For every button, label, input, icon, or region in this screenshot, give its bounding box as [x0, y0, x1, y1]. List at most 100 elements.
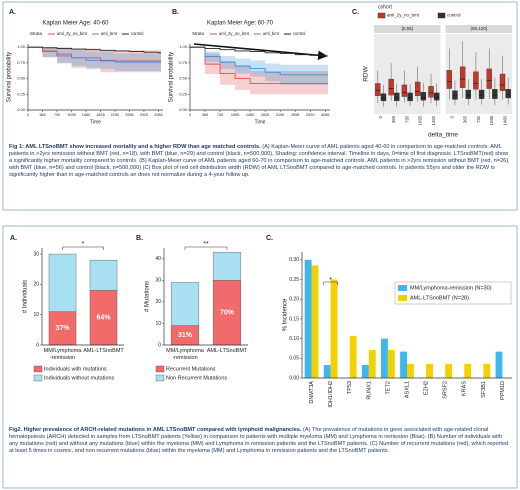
x-tick-label: 0 — [449, 115, 454, 118]
x-tick-label: 2190 — [111, 113, 119, 117]
box-body — [394, 92, 400, 102]
bar-segment — [89, 290, 118, 346]
confidence-band — [190, 47, 328, 85]
survival-curve — [28, 46, 161, 54]
panel-label: A. — [9, 9, 16, 16]
x-tick-label: 1825 — [261, 113, 269, 117]
significance-label: * — [329, 277, 332, 284]
x-axis-label: delta_time — [428, 132, 458, 139]
x-tick-label: AML-LTSnoBMT — [206, 348, 248, 354]
significance-label: * — [82, 241, 85, 248]
x-tick-label: 1460 — [431, 115, 436, 125]
bar — [426, 363, 433, 378]
panel-label: B. — [136, 235, 143, 242]
y-tick-label: 10 — [155, 321, 161, 327]
bar-segment — [212, 252, 242, 281]
box-body — [446, 70, 452, 89]
facet-label: (55,120] — [470, 26, 487, 31]
y-tick-label: 30 — [33, 251, 39, 257]
box-body — [505, 89, 511, 99]
x-tick-label: TET2 — [385, 381, 391, 394]
y-tick-label: 1.00 — [17, 44, 26, 49]
legend-label: Non Recurrent Mutations — [166, 375, 227, 381]
significance-label: ** — [203, 241, 209, 248]
legend-title: cohort — [378, 4, 393, 10]
box-body — [465, 89, 471, 99]
y-tick-label: 0.25 — [17, 91, 26, 96]
x-tick-label: ASXL1 — [404, 381, 410, 398]
bar — [304, 259, 312, 378]
x-tick-label: 365 — [463, 115, 468, 123]
confidence-band — [28, 47, 161, 73]
y-tick-label: 0.10 — [289, 336, 299, 342]
box-body — [486, 68, 492, 89]
panel-label: A. — [10, 235, 17, 242]
x-tick-label: TP53 — [347, 381, 353, 394]
legend-box — [394, 281, 512, 305]
y-axis-label: RDW — [363, 65, 370, 81]
x-tick-label: 0 — [189, 113, 191, 117]
bar-segment — [48, 253, 77, 312]
x-axis-label: Time — [255, 119, 266, 125]
y-axis-label: # Individuals — [23, 280, 29, 313]
y-tick-label: 20 — [155, 299, 161, 305]
y-axis-label: # Mutations — [145, 281, 151, 312]
box-body — [401, 84, 408, 97]
x-tick-label: PPM1D — [500, 381, 506, 400]
box-body — [459, 66, 466, 88]
x-tick-label: 730 — [217, 113, 223, 117]
y-axis-label: % Incidence — [283, 298, 289, 331]
trend-arrow — [193, 43, 328, 61]
confidence-band — [28, 47, 161, 72]
legend-swatch — [398, 295, 407, 301]
survival-curve — [190, 46, 328, 85]
bar — [311, 265, 319, 378]
caption-title: Fig 1: AML LTSnoBMT show increased morta… — [9, 144, 261, 150]
x-tick-label: 2555 — [125, 113, 133, 117]
x-tick-label: SRSF2 — [443, 381, 449, 399]
x-tick-label: 0 — [27, 113, 29, 117]
x-tick-label: IDH1/IDH2 — [328, 381, 334, 408]
legend-swatch — [437, 12, 446, 19]
y-tick-label: 0 — [158, 342, 161, 348]
x-tick-label: 365 — [391, 115, 396, 123]
x-tick-label: EZH2 — [424, 381, 430, 395]
y-tick-label: 20 — [33, 282, 39, 288]
box-body — [415, 81, 421, 96]
survival-curve — [190, 46, 328, 76]
legend-label: Recurrent Mutations — [166, 366, 216, 372]
bar — [330, 279, 338, 378]
chart-title: Kaplan Meier Age: 60-70 — [207, 21, 274, 27]
box-body — [375, 83, 381, 96]
box-body — [478, 89, 485, 99]
legend-label: aml_bmt — [101, 31, 118, 36]
x-tick-label: KRAS — [462, 381, 468, 396]
facet-label: [0,55] — [402, 26, 413, 31]
box-body — [473, 71, 479, 90]
y-tick-label: 0.15 — [289, 316, 299, 322]
legend-label: Individuals without mutations — [44, 375, 115, 381]
y-tick-label: 0.05 — [289, 356, 299, 362]
survival-curve — [190, 46, 328, 57]
x-tick-label: 1095 — [489, 115, 494, 125]
bar — [495, 351, 503, 378]
y-tick-label: 30 — [155, 278, 161, 284]
bar — [483, 363, 491, 378]
confidence-band — [190, 47, 328, 95]
x-axis-label: Time — [90, 119, 101, 125]
y-tick-label: 1.00 — [179, 44, 188, 49]
x-tick-label: MM/Lymphoma -remission — [43, 348, 82, 361]
legend-label: aml_2y_no_bmt — [219, 31, 250, 36]
x-tick-label: 2555 — [291, 113, 299, 117]
x-tick-label: 2920 — [306, 113, 314, 117]
significance-bracket — [184, 246, 228, 250]
box-body — [428, 86, 434, 98]
y-axis-label: Survival probability — [7, 52, 13, 102]
box-body — [420, 92, 427, 101]
y-tick-label: 0.20 — [289, 297, 299, 303]
bar-segment — [48, 311, 77, 346]
legend-label: MM/Lymphoma-remission (N=30) — [410, 285, 492, 291]
legend-label: AML-LTSnoBMT (N=28) — [410, 295, 469, 301]
y-axis-label: Survival probability — [169, 52, 175, 102]
